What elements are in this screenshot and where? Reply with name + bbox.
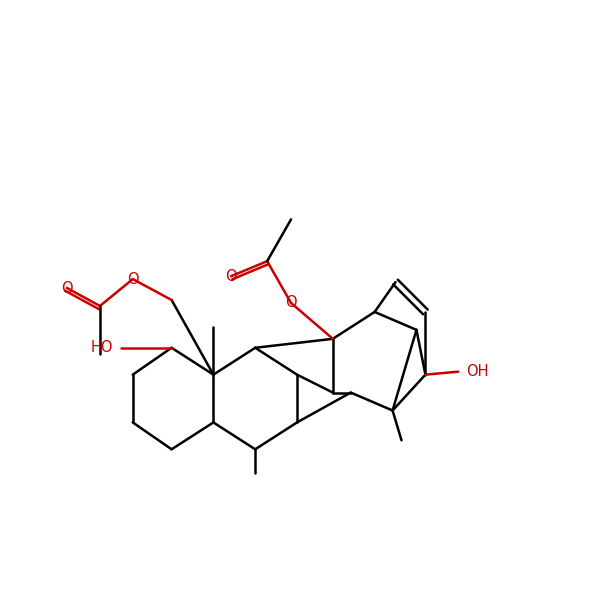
Text: OH: OH — [466, 364, 488, 379]
Text: O: O — [127, 272, 139, 287]
Text: O: O — [226, 269, 237, 284]
Text: O: O — [61, 281, 73, 296]
Text: HO: HO — [91, 340, 113, 355]
Text: O: O — [285, 295, 297, 310]
